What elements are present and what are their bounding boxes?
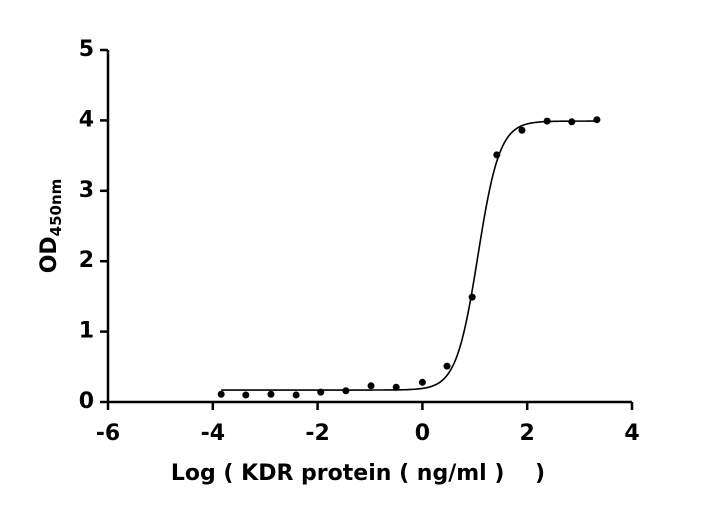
data-point (317, 388, 325, 396)
y-tick-label: 0 (79, 389, 94, 414)
data-point (493, 151, 501, 159)
y-label-subscript: 450nm (47, 179, 65, 237)
data-point (443, 362, 451, 370)
x-tick-label: -6 (96, 421, 120, 446)
y-tick-label: 3 (79, 178, 94, 203)
data-point (217, 390, 225, 398)
data-point (242, 391, 250, 399)
x-tick-label: 0 (415, 421, 430, 446)
y-axis-label: OD450nm (37, 179, 65, 274)
data-point (267, 390, 275, 398)
data-point (593, 116, 601, 124)
y-tick-label: 5 (79, 37, 94, 62)
data-point (418, 378, 426, 386)
y-tick-label: 4 (79, 107, 94, 132)
data-point (367, 382, 375, 390)
data-point (292, 391, 300, 399)
x-axis-label: Log ( KDR protein ( ng/ml ) ) (171, 461, 545, 486)
y-tick-label: 2 (79, 248, 94, 273)
data-point (342, 387, 350, 395)
x-tick-label: -2 (305, 421, 329, 446)
y-tick-label: 1 (79, 319, 94, 344)
data-point (392, 383, 400, 391)
data-point (518, 126, 526, 134)
x-tick-label: 2 (520, 421, 535, 446)
data-point (568, 118, 576, 126)
y-label-main: OD (37, 236, 62, 273)
x-tick-label: -4 (201, 421, 225, 446)
data-point (468, 293, 476, 301)
fit-curve (221, 120, 597, 391)
x-tick-label: 4 (624, 421, 639, 446)
data-point (543, 117, 551, 125)
